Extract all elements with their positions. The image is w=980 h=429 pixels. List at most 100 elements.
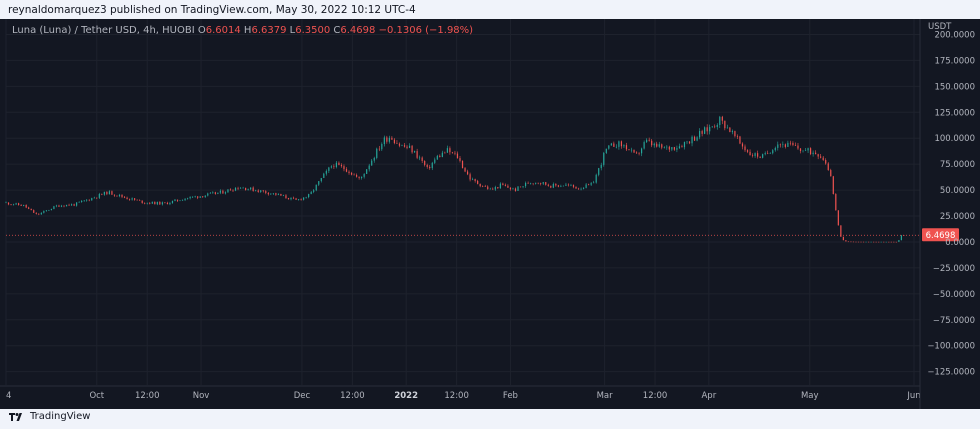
- candle-body: [605, 148, 607, 153]
- candle-body: [461, 160, 464, 169]
- candle-body: [479, 183, 481, 187]
- candle-body: [58, 205, 60, 207]
- candle-body: [540, 183, 542, 184]
- candle-body: [764, 153, 766, 155]
- candle-body: [295, 198, 297, 200]
- candle-body: [414, 151, 416, 153]
- candle-body: [643, 142, 645, 149]
- candle-body: [754, 153, 756, 156]
- candle-body: [787, 142, 789, 147]
- candle-body: [618, 141, 620, 147]
- candle-body: [477, 180, 479, 184]
- candle-body: [714, 126, 716, 128]
- candle-body: [128, 198, 131, 200]
- candle-body: [900, 235, 902, 241]
- candle-body: [862, 241, 865, 243]
- candle-body: [187, 198, 189, 199]
- candle-body: [446, 148, 448, 153]
- candle-body: [439, 155, 441, 157]
- candle-body: [381, 144, 383, 150]
- candle-body: [615, 146, 617, 148]
- candle-body: [345, 169, 348, 172]
- candle-body: [734, 131, 736, 137]
- price-tick-label: 25.0000: [940, 212, 975, 222]
- candle-body: [176, 199, 179, 201]
- candle-body: [429, 166, 431, 169]
- candle-body: [234, 187, 237, 191]
- candle-body: [724, 120, 726, 129]
- candle-body: [509, 187, 512, 190]
- low-value: 6.3500: [295, 25, 331, 36]
- candle-body: [827, 163, 829, 171]
- candle-body: [108, 191, 111, 195]
- candle-body: [116, 195, 118, 197]
- candle-body: [651, 140, 653, 146]
- footer-brand[interactable]: TradingView: [30, 411, 91, 422]
- candle-body: [340, 165, 343, 167]
- candle-body: [179, 200, 181, 202]
- open-value: 6.6014: [205, 25, 241, 36]
- candle-body: [328, 167, 330, 171]
- high-value: 6.6379: [251, 25, 287, 36]
- candle-body: [134, 198, 136, 200]
- time-tick-label: 12:00: [135, 391, 160, 401]
- candle-body: [416, 151, 418, 158]
- candle-body: [646, 139, 648, 143]
- candle-body: [252, 187, 254, 191]
- candle-body: [48, 210, 50, 211]
- candle-body: [149, 202, 151, 204]
- candle-body: [502, 183, 504, 185]
- candle-body: [297, 199, 300, 200]
- candle-body: [484, 186, 486, 187]
- candle-body: [673, 147, 675, 150]
- candle-body: [408, 145, 411, 148]
- candle-body: [194, 196, 196, 198]
- candle-body: [875, 241, 877, 243]
- candle-body: [454, 152, 456, 154]
- price-tick-label: 125.0000: [934, 108, 975, 118]
- candle-body: [68, 204, 70, 206]
- candle-body: [368, 165, 370, 170]
- candle-body: [434, 159, 436, 163]
- candle-body: [373, 157, 375, 161]
- candle-body: [426, 164, 428, 167]
- candle-body: [522, 186, 524, 187]
- low-label: L: [289, 25, 296, 36]
- symbol-name[interactable]: Luna (Luna) / Tether USD, 4h, HUOBI: [12, 25, 195, 36]
- candle-body: [878, 241, 880, 243]
- candle-body: [472, 179, 474, 180]
- candle-body: [164, 202, 166, 203]
- candle-body: [610, 143, 612, 146]
- candle-body: [207, 193, 209, 196]
- candle-body: [98, 194, 100, 198]
- tradingview-logo-icon[interactable]: [8, 412, 26, 422]
- candle-body: [532, 183, 534, 185]
- chart-panel[interactable]: 6.4698 4 Oct 12:00 Nov Dec 12:00 2022 12:00 Feb M…: [0, 19, 980, 409]
- close-value: 6.4698: [340, 25, 376, 36]
- last-price-label: 6.4698: [926, 231, 956, 241]
- candle-body: [832, 176, 834, 195]
- candle-body: [355, 175, 358, 177]
- candle-body: [401, 145, 403, 146]
- candle-body: [38, 213, 40, 215]
- change-value: −0.1306 (−1.98%): [378, 25, 474, 36]
- last-price-marker: [922, 228, 959, 242]
- candle-body: [335, 162, 338, 167]
- time-axis[interactable]: 4 Oct 12:00 Nov Dec 12:00 2022 12:00 Feb Mar 12:00…: [0, 385, 921, 401]
- candle-body: [63, 205, 65, 207]
- candle-body: [895, 241, 897, 243]
- candle-body: [81, 200, 83, 203]
- time-tick-label: 12:00: [340, 391, 365, 401]
- candle-body: [70, 204, 73, 206]
- price-tick-label: −50.0000: [933, 290, 975, 300]
- candle-body: [842, 236, 844, 241]
- candle-body: [830, 170, 832, 177]
- candle-body: [666, 146, 668, 148]
- candle-body: [371, 160, 373, 166]
- candle-body: [449, 148, 451, 153]
- price-chart[interactable]: 6.4698 4 Oct 12:00 Nov Dec 12:00 2022 12:00 Feb M…: [0, 19, 980, 409]
- candle-body: [290, 197, 292, 200]
- candle-body: [633, 149, 635, 153]
- candle-body: [527, 182, 529, 184]
